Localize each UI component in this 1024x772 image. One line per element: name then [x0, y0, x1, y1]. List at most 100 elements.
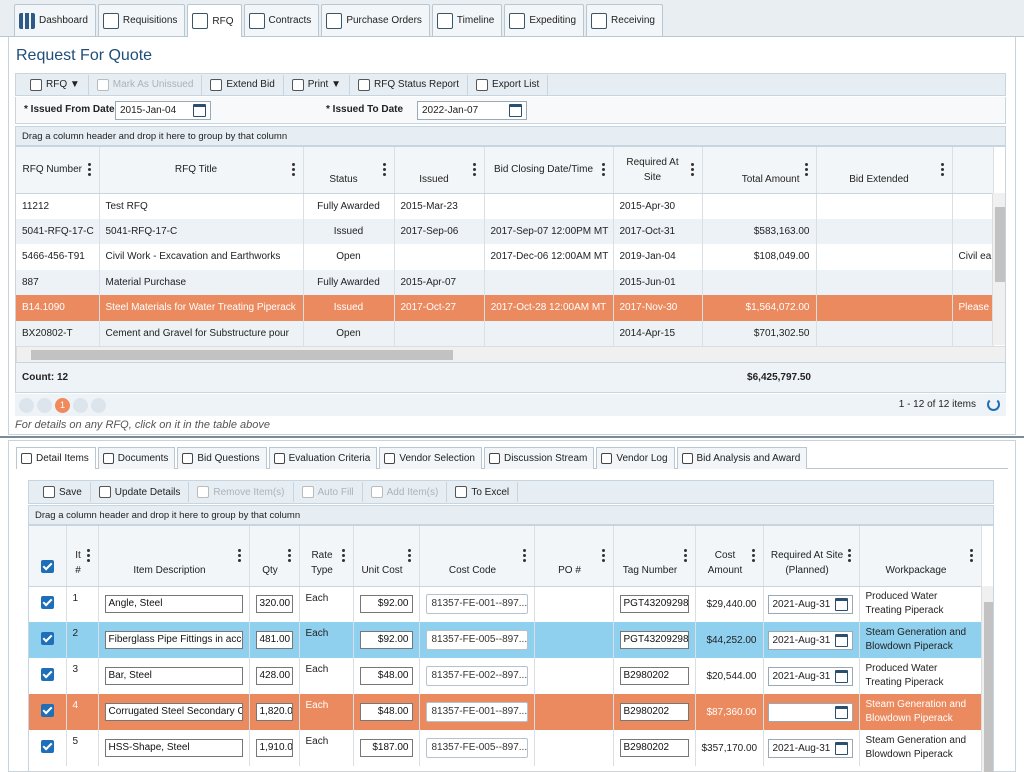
cost-code-input[interactable]: 81357-FE-001--897... — [425, 702, 528, 722]
column-header[interactable]: Cost Code — [419, 526, 535, 587]
column-header[interactable]: Tag Number — [613, 526, 696, 587]
checkbox[interactable] — [40, 704, 54, 717]
toolbar-button[interactable]: RFQ ▼ — [22, 74, 89, 95]
number-input[interactable]: 481.00 — [255, 631, 293, 649]
rfq-row[interactable]: 5466-456-T91 Civil Work - Excavation and … — [16, 244, 994, 270]
text-input[interactable]: B2980202 — [619, 667, 689, 685]
item-row[interactable]: 5 HSS-Shape, Steel 1,910.00 Each $187.00 8135… — [29, 730, 982, 766]
toolbar-button[interactable]: Mark As Unissued — [89, 74, 203, 95]
nav-tab[interactable]: RFQ — [187, 4, 242, 37]
cost-code-input[interactable]: 81357-FE-005--897... — [425, 738, 528, 758]
text-input[interactable]: B2980202 — [619, 739, 689, 757]
detail-tab[interactable]: Detail Items — [16, 447, 96, 469]
detail-tab[interactable]: Discussion Stream — [483, 447, 595, 469]
checkbox[interactable] — [40, 632, 54, 645]
column-header[interactable]: Cost Amount — [695, 526, 764, 587]
text-input[interactable]: HSS-Shape, Steel — [104, 739, 243, 757]
cost-code-input[interactable]: 81357-FE-002--897... — [425, 666, 528, 686]
number-input[interactable]: 428.00 — [255, 667, 293, 685]
item-row[interactable]: 4 Corrugated Steel Secondary Cor 1,820.00 E… — [29, 694, 982, 730]
column-header[interactable]: Qty — [249, 526, 300, 587]
detail-tab[interactable]: Vendor Selection — [379, 447, 482, 469]
page-number[interactable]: 1 — [55, 397, 70, 413]
checkbox[interactable] — [40, 668, 54, 681]
column-header[interactable]: Unit Cost — [353, 526, 420, 587]
column-header[interactable]: Rate Type — [299, 526, 354, 587]
toolbar-button[interactable]: Export List — [468, 74, 549, 95]
nav-tab[interactable]: Dashboard — [14, 4, 96, 36]
text-input[interactable]: Angle, Steel — [104, 595, 243, 614]
text-input[interactable]: PGT43209298 — [619, 595, 689, 614]
rfq-row[interactable]: 11212 Test RFQ Fully Awarded 2015-Mar-23 201… — [16, 193, 994, 219]
toolbar-button[interactable]: Remove Item(s) — [189, 482, 294, 502]
detail-tab[interactable]: Bid Questions — [177, 447, 267, 469]
toolbar-button[interactable]: Extend Bid — [202, 74, 284, 95]
date-input[interactable]: 2021-Aug-31 — [767, 702, 853, 722]
detail-tab[interactable]: Documents — [97, 447, 176, 469]
date-input[interactable]: 2015-Jan-04 — [115, 101, 211, 120]
toolbar-button[interactable]: Save — [35, 482, 91, 502]
text-input[interactable]: Corrugated Steel Secondary Cor — [104, 703, 243, 721]
rfq-row[interactable]: BX20802-T Cement and Gravel for Substruct… — [16, 320, 994, 346]
number-input[interactable]: $92.00 — [359, 631, 413, 649]
column-header[interactable]: Bid Extended — [816, 147, 953, 194]
date-input[interactable]: 2021-Aug-31 — [767, 738, 853, 758]
column-header[interactable]: Required At Site — [613, 147, 703, 194]
nav-tab[interactable]: Contracts — [243, 4, 320, 36]
detail-tab[interactable]: Bid Analysis and Award — [676, 447, 808, 469]
refresh[interactable] — [987, 398, 1000, 411]
nav-tab[interactable]: Timeline — [431, 4, 503, 36]
column-header[interactable]: Item Description — [98, 526, 250, 587]
nav-tab[interactable]: Expediting — [504, 4, 585, 36]
rfq-row[interactable]: B14.1090 Steel Materials for Water Treati… — [16, 295, 994, 321]
rfq-row[interactable]: 887 Material Purchase Fully Awarded 2015-Ap… — [16, 269, 994, 295]
text-input[interactable]: Fiberglass Pipe Fittings in accorda — [104, 631, 243, 649]
column-header[interactable]: Workpackage — [859, 526, 982, 587]
column-header[interactable]: Required At Site (Planned) — [763, 526, 860, 587]
number-input[interactable]: 320.00 — [255, 595, 293, 614]
date-input[interactable]: 2021-Aug-31 — [767, 594, 853, 614]
column-header[interactable] — [952, 147, 994, 194]
cost-code-input[interactable]: 81357-FE-005--897... — [425, 630, 528, 650]
column-header[interactable]: It # — [66, 526, 99, 587]
column-header[interactable]: Bid Closing Date/Time — [484, 147, 614, 194]
number-input[interactable]: $187.00 — [359, 739, 413, 757]
toolbar-button[interactable]: Update Details — [91, 482, 190, 502]
select-all[interactable] — [29, 526, 67, 587]
pager-button[interactable] — [91, 397, 106, 413]
detail-tab[interactable]: Evaluation Criteria — [268, 447, 378, 469]
column-header[interactable]: Status — [303, 147, 395, 194]
checkbox[interactable] — [40, 559, 54, 573]
date-input[interactable]: 2021-Aug-31 — [767, 630, 853, 650]
toolbar-button[interactable]: Auto Fill — [294, 482, 363, 502]
toolbar-button[interactable]: Add Item(s) — [363, 482, 448, 502]
pager-button[interactable] — [19, 397, 34, 413]
toolbar-button[interactable]: Print ▼ — [284, 74, 351, 95]
pager-button[interactable] — [37, 397, 52, 413]
pager-button[interactable] — [73, 397, 88, 413]
cost-code-input[interactable]: 81357-FE-001--897... — [425, 594, 528, 615]
item-row[interactable]: 3 Bar, Steel 428.00 Each $48.00 81357-FE-002-… — [29, 658, 982, 694]
column-header[interactable]: RFQ Title — [99, 147, 304, 194]
number-input[interactable]: $48.00 — [359, 667, 413, 685]
text-input[interactable]: B2980202 — [619, 703, 689, 721]
column-header[interactable]: RFQ Number — [16, 147, 100, 194]
number-input[interactable]: 1,820.00 — [255, 703, 293, 721]
detail-tab[interactable]: Vendor Log — [596, 447, 675, 469]
number-input[interactable]: $48.00 — [359, 703, 413, 721]
item-row[interactable]: 2 Fiberglass Pipe Fittings in accorda 481.… — [29, 622, 982, 658]
nav-tab[interactable]: Receiving — [586, 4, 663, 36]
checkbox[interactable] — [40, 596, 54, 610]
date-input[interactable]: 2021-Aug-31 — [767, 666, 853, 686]
column-header[interactable]: PO # — [534, 526, 614, 587]
nav-tab[interactable]: Requisitions — [97, 4, 186, 36]
date-input[interactable]: 2022-Jan-07 — [417, 101, 527, 120]
item-row[interactable]: 1 Angle, Steel 320.00 Each $92.00 81357-FE-00… — [29, 586, 982, 622]
nav-tab[interactable]: Purchase Orders — [321, 4, 430, 36]
number-input[interactable]: 1,910.00 — [255, 739, 293, 757]
toolbar-button[interactable]: RFQ Status Report — [350, 74, 469, 95]
rfq-row[interactable]: 5041-RFQ-17-C 5041-RFQ-17-C Issued 2017-Sep… — [16, 218, 994, 244]
text-input[interactable]: PGT43209298 — [619, 631, 689, 649]
checkbox[interactable] — [40, 740, 54, 753]
number-input[interactable]: $92.00 — [359, 595, 413, 614]
